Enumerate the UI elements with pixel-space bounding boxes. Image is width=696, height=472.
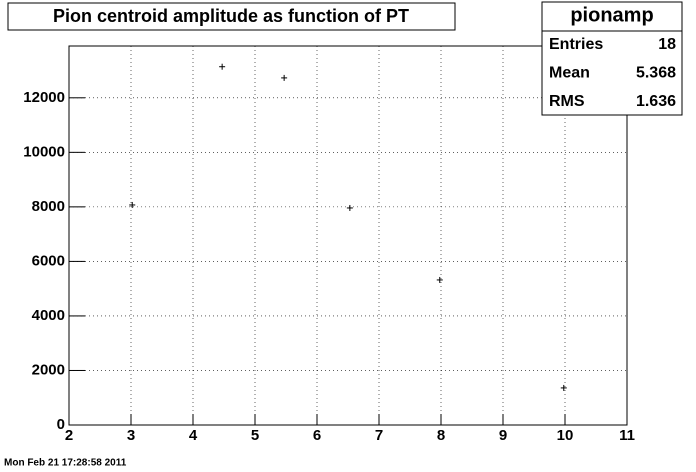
point <box>436 276 443 283</box>
x-tick-label: 10 <box>557 427 574 444</box>
stats-value: 18 <box>658 36 676 53</box>
point <box>560 384 567 391</box>
stats-value: 1.636 <box>636 93 676 110</box>
x-tick-label: 4 <box>189 427 198 444</box>
y-tick-label: 12000 <box>23 89 65 106</box>
y-tick-label: 0 <box>57 416 65 433</box>
x-tick-label: 7 <box>375 427 383 444</box>
stats-label: Entries <box>549 36 603 53</box>
y-tick-label: 10000 <box>23 143 65 160</box>
x-tick-label: 2 <box>65 427 73 444</box>
x-tick-label: 8 <box>437 427 445 444</box>
stats-value: 5.368 <box>636 65 676 82</box>
point <box>219 63 226 70</box>
y-tick-label: 4000 <box>32 307 65 324</box>
stats-label: Mean <box>549 65 590 82</box>
stats-label: RMS <box>549 93 585 110</box>
x-tick-label: 11 <box>619 427 635 444</box>
chart-title: Pion centroid amplitude as function of P… <box>53 6 409 26</box>
y-tick-label: 8000 <box>32 198 65 215</box>
title-box <box>7 2 456 31</box>
plot-frame <box>68 45 628 426</box>
x-tick-label: 6 <box>313 427 321 444</box>
y-tick-label: 2000 <box>32 361 65 378</box>
y-tick-label: 6000 <box>32 252 65 269</box>
point <box>346 204 353 211</box>
timestamp: Mon Feb 21 17:28:58 2011 <box>4 458 127 469</box>
point <box>129 201 136 208</box>
x-tick-label: 3 <box>127 427 135 444</box>
stats-title: pionamp <box>570 4 653 26</box>
x-tick-label: 5 <box>251 427 259 444</box>
x-tick-label: 9 <box>499 427 507 444</box>
stats-box <box>541 1 683 116</box>
point <box>281 74 288 81</box>
